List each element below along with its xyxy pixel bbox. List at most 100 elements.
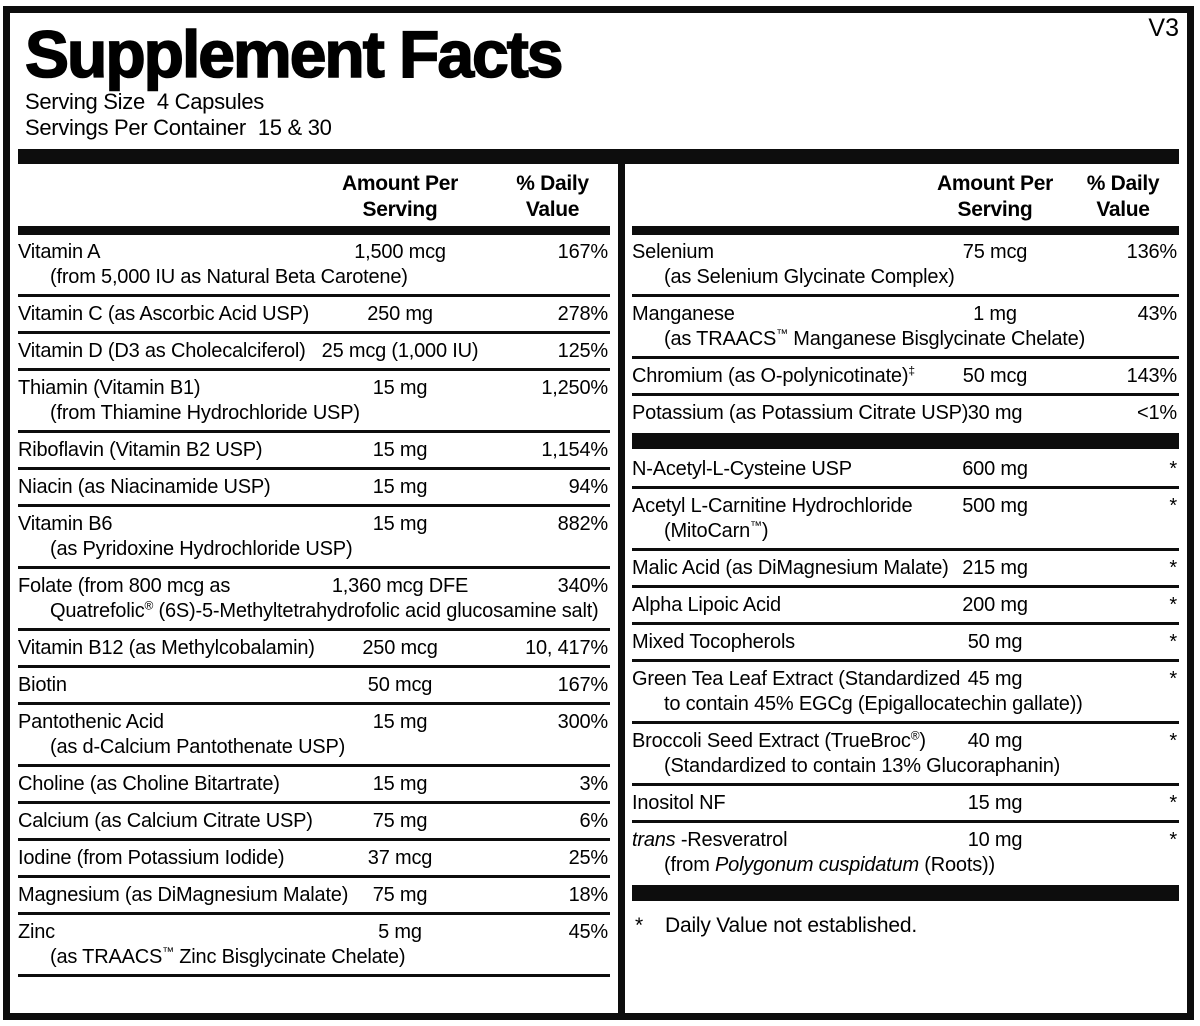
daily-value: 6% (579, 810, 608, 832)
amount-per-serving-header: Amount Per Serving (936, 172, 1053, 221)
left-column: Amount Per Serving % Daily Value Vitamin… (10, 164, 618, 1013)
table-row: Mixed Tocopherols 50 mg * (632, 622, 1179, 659)
amount-value: 5 mg (378, 921, 422, 943)
table-row: Folate (from 800 mcg as Quatrefolic® (6S)… (18, 566, 610, 628)
amount-value: 37 mcg (367, 847, 433, 869)
table-row: Magnesium (as DiMagnesium Malate) 75 mg 18… (18, 875, 610, 912)
ingredient-name: Selenium (632, 241, 714, 263)
ingredient-source: (as TRAACS™ Zinc Bisglycinate Chelate) (50, 944, 406, 968)
ingredient-name: Riboflavin (Vitamin B2 USP) (18, 439, 263, 461)
amount-value: 15 mg (372, 439, 428, 461)
daily-value: <1% (1137, 402, 1177, 424)
daily-value: * (1169, 668, 1177, 690)
ingredient-name: Choline (as Choline Bitartrate) (18, 773, 280, 795)
servings-per-container-line: Servings Per Container 15 & 30 (25, 115, 1177, 141)
left-column-header: Amount Per Serving % Daily Value (18, 164, 610, 235)
right-column-header: Amount Per Serving % Daily Value (632, 164, 1179, 235)
supplement-facts-panel: V3 Supplement Facts Serving Size 4 Capsul… (3, 6, 1194, 1020)
ingredient-name: Inositol NF (632, 792, 726, 814)
daily-value: 25% (568, 847, 609, 869)
table-row: Selenium (as Selenium Glycinate Complex) 7… (632, 235, 1179, 294)
amount-value: 75 mg (372, 884, 428, 906)
table-row: Potassium (as Potassium Citrate USP) 30 m… (632, 393, 1179, 430)
ingredient-source: (as TRAACS™ Manganese Bisglycinate Chela… (664, 326, 1086, 350)
amount-value: 15 mg (372, 476, 428, 498)
amount-value: 500 mg (962, 495, 1028, 517)
amount-value: 50 mcg (367, 674, 433, 696)
mid-section-bar (632, 433, 1179, 449)
daily-value: 45% (568, 921, 609, 943)
ingredient-name: Zinc (18, 921, 55, 943)
ingredient-name: Broccoli Seed Extract (TrueBroc®) (632, 728, 926, 752)
daily-value-header: % Daily Value (1086, 172, 1160, 221)
version-tag: V3 (1148, 14, 1179, 42)
amount-value: 50 mg (967, 631, 1023, 653)
ingredient-name: Vitamin C (as Ascorbic Acid USP) (18, 303, 310, 325)
ingredient-name: trans -Resveratrol (632, 829, 788, 851)
left-column-rows: Vitamin A (from 5,000 IU as Natural Beta … (18, 235, 610, 977)
daily-value: 882% (557, 513, 609, 535)
ingredient-name: Mixed Tocopherols (632, 631, 795, 653)
ingredient-name: Vitamin B6 (18, 513, 113, 535)
serving-size-value: 4 Capsules (156, 89, 264, 114)
servings-per-container-label: Servings Per Container (25, 115, 246, 140)
daily-value: 340% (557, 575, 609, 597)
ingredient-name: Acetyl L-Carnitine Hydrochloride (632, 495, 913, 517)
ingredient-name: Niacin (as Niacinamide USP) (18, 476, 271, 498)
amount-value: 600 mg (962, 458, 1028, 480)
ingredient-name: Folate (from 800 mcg as (18, 575, 231, 597)
amount-value: 75 mg (372, 810, 428, 832)
table-row: N-Acetyl-L-Cysteine USP 600 mg * (632, 452, 1179, 486)
table-row: Thiamin (Vitamin B1) (from Thiamine Hydro… (18, 368, 610, 430)
amount-value: 200 mg (962, 594, 1028, 616)
amount-value: 15 mg (372, 513, 428, 535)
table-row: Iodine (from Potassium Iodide) 37 mcg 25% (18, 838, 610, 875)
amount-value: 215 mg (962, 557, 1028, 579)
table-row: Pantothenic Acid (as d-Calcium Pantothena… (18, 702, 610, 764)
amount-value: 15 mg (372, 711, 428, 733)
amount-value: 10 mg (967, 829, 1023, 851)
ingredient-name: Biotin (18, 674, 67, 696)
daily-value: 18% (568, 884, 609, 906)
daily-value: 1,154% (541, 439, 608, 461)
table-row: Vitamin B12 (as Methylcobalamin) 250 mcg 1… (18, 628, 610, 665)
table-row: Acetyl L-Carnitine Hydrochloride (MitoCar… (632, 486, 1179, 548)
right-column-rows: Selenium (as Selenium Glycinate Complex) 7… (632, 235, 1179, 882)
daily-value: 136% (1126, 241, 1178, 263)
daily-value: * (1169, 631, 1177, 653)
amount-value: 250 mcg (362, 637, 438, 659)
ingredient-source: (as d-Calcium Pantothenate USP) (50, 736, 346, 758)
table-row: Malic Acid (as DiMagnesium Malate) 215 mg… (632, 548, 1179, 585)
facts-table: Amount Per Serving % Daily Value Vitamin… (10, 164, 1187, 1013)
footnote-marker: * (635, 914, 643, 937)
ingredient-source: (Standardized to contain 13% Glucoraphan… (664, 755, 1061, 777)
table-row: Alpha Lipoic Acid 200 mg * (632, 585, 1179, 622)
daily-value: 10, 417% (525, 637, 608, 659)
table-row: Calcium (as Calcium Citrate USP) 75 mg 6% (18, 801, 610, 838)
ingredient-name: Green Tea Leaf Extract (Standardized (632, 668, 961, 690)
daily-value: * (1169, 557, 1177, 579)
amount-value: 15 mg (967, 792, 1023, 814)
ingredient-source: (from 5,000 IU as Natural Beta Carotene) (50, 266, 408, 288)
serving-size-line: Serving Size 4 Capsules (25, 89, 1177, 115)
table-row: Riboflavin (Vitamin B2 USP) 15 mg 1,154% (18, 430, 610, 467)
serving-size-label: Serving Size (25, 89, 145, 114)
table-row: Choline (as Choline Bitartrate) 15 mg 3% (18, 764, 610, 801)
daily-value: * (1169, 829, 1177, 851)
table-row: Inositol NF 15 mg * (632, 783, 1179, 820)
ingredient-source: (as Pyridoxine Hydrochloride USP) (50, 538, 353, 560)
right-column: Amount Per Serving % Daily Value Seleniu… (625, 164, 1187, 1013)
daily-value: * (1169, 730, 1177, 752)
ingredient-name: Alpha Lipoic Acid (632, 594, 781, 616)
ingredient-name: Potassium (as Potassium Citrate USP) (632, 402, 969, 424)
ingredient-name: Thiamin (Vitamin B1) (18, 377, 201, 399)
amount-value: 30 mg (967, 402, 1023, 424)
table-row: Niacin (as Niacinamide USP) 15 mg 94% (18, 467, 610, 504)
daily-value: 3% (579, 773, 608, 795)
ingredient-source: (as Selenium Glycinate Complex) (664, 266, 955, 288)
ingredient-name: Vitamin A (18, 241, 101, 263)
ingredient-name: Manganese (632, 303, 735, 325)
ingredient-name: Malic Acid (as DiMagnesium Malate) (632, 557, 949, 579)
table-row: Biotin 50 mcg 167% (18, 665, 610, 702)
amount-value: 75 mcg (962, 241, 1028, 263)
